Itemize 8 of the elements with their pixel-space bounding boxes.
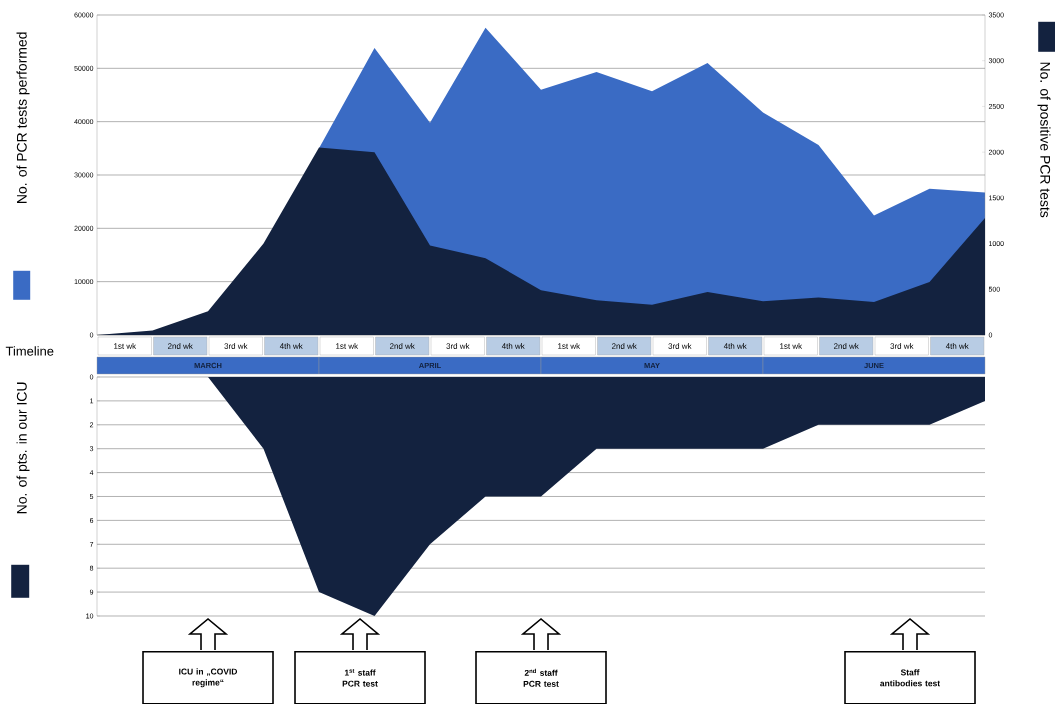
text: ICU in „COVID regime“ (179, 668, 238, 688)
y2-axis-title: No. of positive PCR tests (1037, 62, 1051, 218)
text: 2$^{nd}$ staff PCR test (523, 668, 559, 687)
text: Timeline (5, 346, 54, 356)
text: 1$^{st}$ staff PCR test (342, 668, 378, 687)
y-axis-title: No. of PCR tests performed (16, 32, 30, 203)
text: Staff antibodies test (880, 669, 941, 687)
y-axis-title: No. of pts. in our ICU (16, 382, 30, 514)
